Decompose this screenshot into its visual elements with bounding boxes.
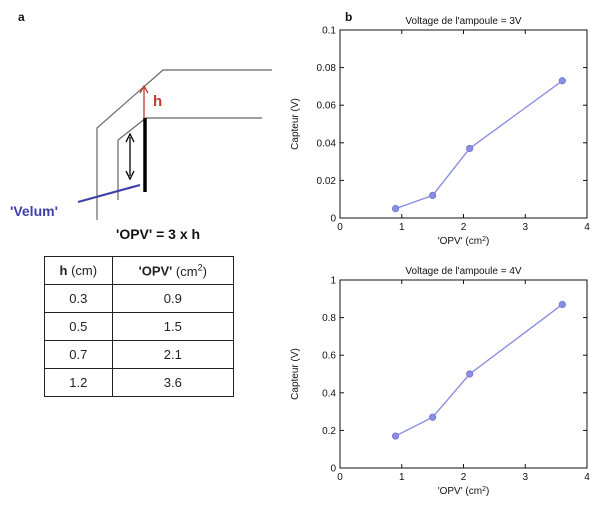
x-tick-label: 4 <box>584 222 590 233</box>
velum-schematic: h 'Velum' <box>10 69 272 220</box>
h-opv-table: h (cm) 'OPV' (cm2) 0.3 0.9 0.5 1.5 0.7 2… <box>44 256 235 397</box>
velum-pointer <box>77 183 141 204</box>
header-h-symbol: h <box>59 263 68 278</box>
y-tick-label: 0.6 <box>322 351 336 362</box>
header-h-unit: (cm) <box>67 263 98 278</box>
y-tick-label: 0.02 <box>317 176 337 187</box>
y-axis-label: Capteur (V) <box>290 98 301 150</box>
table-row: 1.2 3.6 <box>44 368 235 397</box>
x-tick-label: 2 <box>461 472 467 483</box>
header-opv-symbol: 'OPV' <box>138 263 173 279</box>
double-arrow-head-top <box>125 132 135 143</box>
panel-b-label: b <box>345 10 353 24</box>
panel-a-label: a <box>18 10 25 24</box>
x-axis-label: 'OPV' (cm2) <box>438 236 490 248</box>
data-point <box>466 370 474 378</box>
y-tick-label: 0.4 <box>322 388 336 399</box>
cell-h: 0.5 <box>44 312 113 341</box>
y-tick-label: 0.08 <box>317 63 337 74</box>
cell-opv: 2.1 <box>111 340 235 369</box>
cell-h: 0.3 <box>44 284 113 313</box>
opv-equation: 'OPV' = 3 x h <box>116 226 201 242</box>
x-tick-label: 0 <box>337 222 343 233</box>
table-row: 0.5 1.5 <box>44 312 235 341</box>
series-line <box>395 303 563 437</box>
chart-3v: Voltage de l'ampoule = 3V 0 1 2 3 4 0 0.02 0.04 0… <box>290 16 590 248</box>
table-row: 0.3 0.9 <box>44 284 235 313</box>
header-h: h (cm) <box>44 256 113 285</box>
schematic-outer-wall <box>96 69 272 220</box>
header-opv: 'OPV' (cm2) <box>111 256 235 285</box>
x-tick-label: 3 <box>522 222 528 233</box>
x-axis-label: 'OPV' (cm2) <box>438 486 490 498</box>
x-tick-label: 4 <box>584 472 590 483</box>
x-tick-label: 2 <box>461 222 467 233</box>
velum-label: 'Velum' <box>10 203 58 219</box>
x-tick-label: 1 <box>399 222 405 233</box>
series-line <box>395 80 563 210</box>
data-point <box>391 432 400 440</box>
y-tick-label: 0 <box>330 464 336 475</box>
table-row: 0.7 2.1 <box>44 340 235 369</box>
y-axis-label: Capteur (V) <box>290 348 301 400</box>
double-arrow-head-bottom <box>125 170 135 181</box>
x-tick-label: 0 <box>337 472 343 483</box>
y-tick-label: 0.06 <box>317 101 337 112</box>
cell-h: 1.2 <box>44 368 113 397</box>
y-tick-label: 0.8 <box>322 313 336 324</box>
schematic-inner-wall <box>117 117 262 200</box>
y-tick-label: 0 <box>330 214 336 225</box>
data-point <box>466 144 474 153</box>
plot-frame <box>339 29 588 219</box>
chart-title: Voltage de l'ampoule = 4V <box>405 266 521 277</box>
y-tick-label: 1 <box>330 276 336 287</box>
cell-opv: 0.9 <box>111 284 235 313</box>
cell-opv: 1.5 <box>111 312 235 341</box>
y-tick-label: 0.1 <box>322 26 336 37</box>
h-marker-arrowhead <box>139 84 149 94</box>
data-point <box>558 77 566 85</box>
data-point <box>429 413 437 421</box>
x-tick-label: 1 <box>399 472 405 483</box>
x-tick-label: 3 <box>522 472 528 483</box>
cell-opv: 3.6 <box>111 368 235 397</box>
h-symbol: h <box>153 93 162 110</box>
table-header-row: h (cm) 'OPV' (cm2) <box>44 256 235 285</box>
data-point <box>429 191 437 200</box>
data-point <box>558 300 566 309</box>
chart-4v: Voltage de l'ampoule = 4V 0 1 2 3 4 0 0.2 0.4 0.6… <box>290 266 590 498</box>
y-tick-label: 0.2 <box>322 426 336 437</box>
chart-title: Voltage de l'ampoule = 3V <box>405 16 521 27</box>
y-tick-label: 0.04 <box>317 138 337 149</box>
header-opv-unit: (cm2) <box>172 262 207 279</box>
plot-frame <box>339 279 588 469</box>
cell-h: 0.7 <box>44 340 113 369</box>
data-point <box>391 205 400 213</box>
